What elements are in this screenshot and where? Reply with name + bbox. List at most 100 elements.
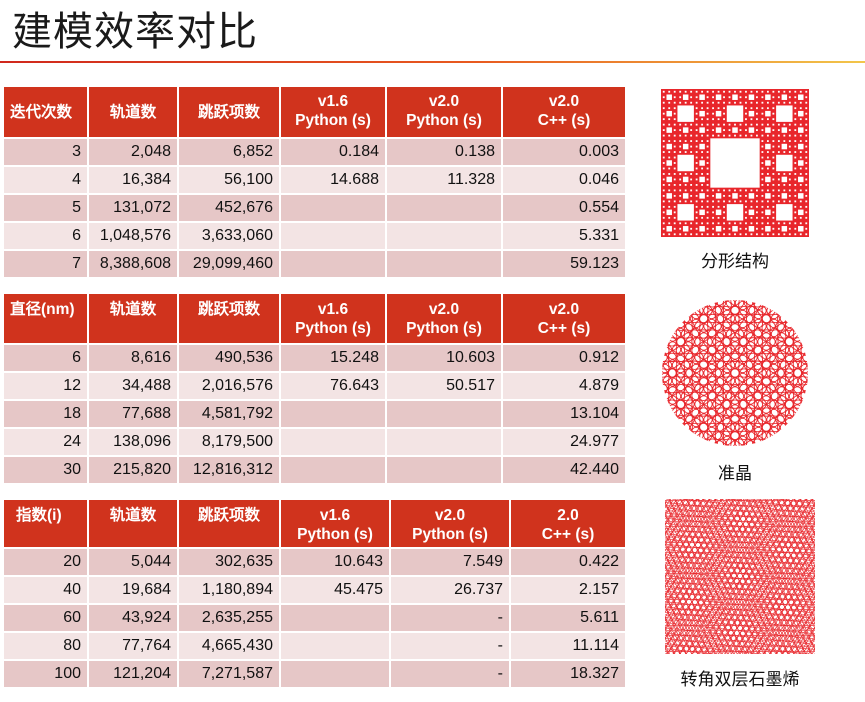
table-row: 5 131,072 452,676 0.554 [4,194,627,223]
table-cell: 60 [4,604,89,633]
table-cell: 7.549 [390,548,511,577]
table-cell: 29,099,460 [178,250,281,279]
table-cell: 302,635 [178,548,281,577]
twisted-graphene-figure [665,499,815,654]
table-row: 100 121,204 7,271,587 -18.327 [4,660,627,689]
table-cell [280,194,387,223]
header-v20-python: v2.0 Python (s) [390,500,511,549]
table-cell: 2,635,255 [178,604,281,633]
table-cell: 45.475 [280,576,391,605]
table-cell: 8,616 [88,344,179,373]
header-v20-python: v2.0 Python (s) [386,294,503,345]
table-cell: 2,048 [88,138,179,167]
table-cell: 0.138 [386,138,503,167]
table-cell: 77,688 [88,400,179,429]
table-cell: 42.440 [502,456,627,485]
table-cell [280,250,387,279]
table-cell: 80 [4,632,89,661]
table-cell: 490,536 [178,344,281,373]
table-cell: 18.327 [510,660,627,689]
table-cell: 11.114 [510,632,627,661]
table-row: 20 5,044 302,635 10.643 7.549 0.422 [4,548,627,577]
table-cell: 215,820 [88,456,179,485]
table-cell: 20 [4,548,89,577]
fractal-table: 迭代次数 轨道数 跳跃项数 v1.6 Python (s) v2.0 Pytho… [4,87,627,279]
table-cell: 24 [4,428,89,457]
table-cell [280,428,387,457]
table-cell: 5,044 [88,548,179,577]
table-row: 40 19,684 1,180,894 45.475 26.737 2.157 [4,576,627,605]
header-20-cpp: 2.0 C++ (s) [510,500,627,549]
table-cell: 13.104 [502,400,627,429]
table-row: 80 77,764 4,665,430 -11.114 [4,632,627,661]
twisted-bilayer-table: 指数(i) 轨道数 跳跃项数 v1.6 Python (s) v2.0 Pyth… [4,500,627,689]
table-cell: 19,684 [88,576,179,605]
table-cell: 100 [4,660,89,689]
table-cell: 40 [4,576,89,605]
table-row: 3 2,048 6,852 0.184 0.138 0.003 [4,138,627,167]
table-cell: 0.184 [280,138,387,167]
table-cell: 0.046 [502,166,627,195]
table-cell [280,222,387,251]
table-cell: 77,764 [88,632,179,661]
table-cell: 138,096 [88,428,179,457]
table-cell [386,428,503,457]
header-v16-python: v1.6 Python (s) [280,500,391,549]
table-cell: 0.912 [502,344,627,373]
header-v20-python: v2.0 Python (s) [386,87,503,139]
header-orbitals: 轨道数 [88,87,179,139]
fractal-caption: 分形结构 [701,252,769,272]
quasicrystal-caption: 准晶 [718,464,752,484]
header-v20-cpp: v2.0 C++ (s) [502,294,627,345]
title-underline [0,61,865,63]
twisted-graphene-caption: 转角双层石墨烯 [680,670,800,690]
table-cell: 18 [4,400,89,429]
table-cell [386,250,503,279]
table-cell: 2,016,576 [178,372,281,401]
table-cell: 131,072 [88,194,179,223]
table-cell: 30 [4,456,89,485]
table-cell [280,604,391,633]
table-cell: 4,665,430 [178,632,281,661]
header-diameter: 直径(nm) [4,294,89,345]
header-hoppings: 跳跃项数 [178,294,281,345]
table-cell: - [390,632,511,661]
table-cell: 8,179,500 [178,428,281,457]
table-cell: 6,852 [178,138,281,167]
table-cell: 4.879 [502,372,627,401]
table-cell: 7 [4,250,89,279]
table-cell [280,400,387,429]
table-cell [280,660,391,689]
table-cell: - [390,660,511,689]
table-cell: 56,100 [178,166,281,195]
table-row: 18 77,688 4,581,792 13.104 [4,400,627,429]
header-orbitals: 轨道数 [88,500,179,549]
table-row: 7 8,388,608 29,099,460 59.123 [4,250,627,279]
table-cell: 12,816,312 [178,456,281,485]
table-cell [280,632,391,661]
table-row: 60 43,924 2,635,255 -5.611 [4,604,627,633]
table-cell: 50.517 [386,372,503,401]
table-cell [386,400,503,429]
table-row: 6 1,048,576 3,633,060 5.331 [4,222,627,251]
table-cell: 14.688 [280,166,387,195]
table-row: 4 16,384 56,100 14.688 11.328 0.046 [4,166,627,195]
page-title: 建模效率对比 [12,9,258,55]
fractal-carpet-figure [661,89,809,237]
header-v16-python: v1.6 Python (s) [280,87,387,139]
quasicrystal-figure [662,300,808,446]
header-index: 指数(i) [4,500,89,549]
table-cell: 1,180,894 [178,576,281,605]
table-cell: 0.422 [510,548,627,577]
header-v20-cpp: v2.0 C++ (s) [502,87,627,139]
table-cell: 6 [4,344,89,373]
table-cell: 4 [4,166,89,195]
table-cell: 452,676 [178,194,281,223]
header-hoppings: 跳跃项数 [178,87,281,139]
table-cell: 59.123 [502,250,627,279]
table-cell: 121,204 [88,660,179,689]
table-cell: 5.331 [502,222,627,251]
header-orbitals: 轨道数 [88,294,179,345]
table-cell: 3,633,060 [178,222,281,251]
table-cell: 11.328 [386,166,503,195]
